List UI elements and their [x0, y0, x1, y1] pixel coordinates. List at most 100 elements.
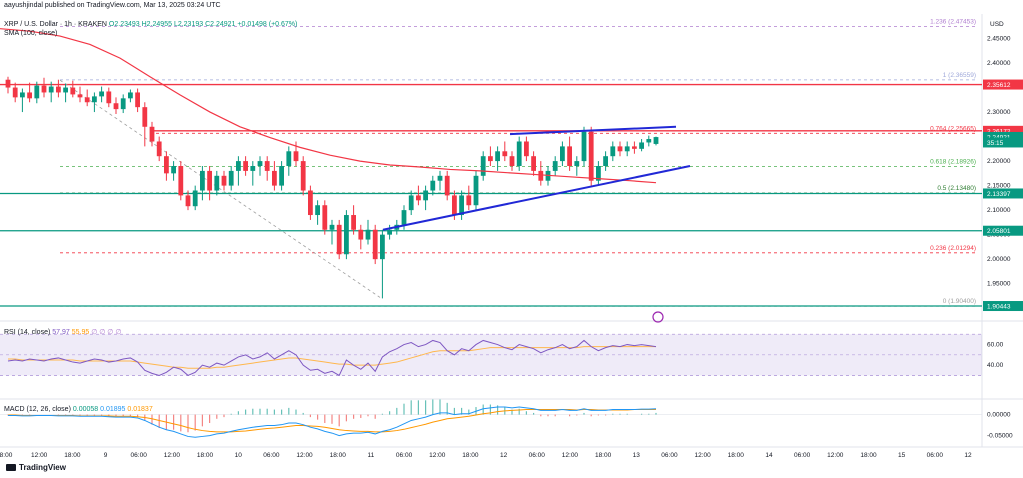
fib-anchor-line	[59, 79, 381, 298]
candle-body	[466, 195, 472, 206]
rsi-label: RSI (14, close)	[4, 329, 51, 336]
candle-body	[164, 156, 169, 174]
rsi-ma-value: 55.95	[71, 329, 90, 336]
macd-legend[interactable]: MACD (12, 26, close) 0.00058 0.01895 0.0…	[4, 406, 153, 413]
time-tick-label: 12:00	[827, 452, 844, 459]
fib-level-label: 0.5 (2.13480)	[937, 185, 976, 192]
candle-body	[185, 195, 191, 207]
rsi-legend[interactable]: RSI (14, close) 57.97 55.95 ∅ ∅ ∅ ∅	[4, 328, 121, 336]
fib-level-label: 1 (2.36559)	[943, 72, 976, 79]
bullish-trendline	[382, 165, 691, 231]
candle-body	[430, 180, 436, 191]
candle-body	[588, 131, 594, 181]
macd-line-value: 0.01895	[100, 406, 126, 413]
candle-body	[358, 229, 364, 240]
price-tick-label: 2.30000	[987, 109, 1011, 116]
time-tick-label: 13	[633, 452, 641, 459]
replay-icon	[652, 311, 664, 323]
price-tag-box	[983, 125, 1023, 136]
candle-body	[596, 166, 601, 181]
candle-body	[365, 229, 371, 240]
candle-body	[171, 166, 176, 174]
sma-100-line	[0, 28, 657, 184]
candle-body	[646, 139, 652, 143]
candle-body	[5, 79, 11, 88]
time-tick-label: 18:00	[64, 452, 81, 459]
candle-body	[516, 141, 522, 166]
publisher-line: aayushjindal published on TradingView.co…	[4, 2, 221, 9]
candle-body	[34, 85, 40, 99]
candle-body	[286, 151, 292, 166]
time-tick-label: 12:00	[429, 452, 446, 459]
resistance-trendline	[509, 125, 677, 136]
time-tick-label: 15	[898, 452, 906, 459]
price-tick-label: 2.15000	[987, 183, 1011, 190]
candle-body	[531, 156, 536, 171]
price-tick-label: 2.20000	[987, 158, 1011, 165]
candle-body	[279, 166, 284, 186]
ohlc-high: H2.24955	[141, 21, 172, 28]
candle-body	[63, 87, 68, 93]
price-tag-label: 2.26172	[987, 128, 1011, 135]
candle-body	[207, 170, 212, 191]
candle-body	[214, 175, 220, 191]
candle-body	[128, 92, 133, 99]
candle-body	[502, 151, 508, 157]
candle-body	[178, 166, 184, 196]
fib-level-label: 0.618 (2.18926)	[930, 158, 976, 165]
fib-level-label: 1.236 (2.47453)	[930, 18, 976, 25]
candle-body	[632, 146, 637, 149]
candle-body	[41, 85, 47, 93]
rsi-hidden-values: ∅ ∅ ∅ ∅	[91, 329, 122, 336]
time-tick-label: 9	[104, 452, 108, 459]
sma-legend[interactable]: SMA (100, close)	[4, 30, 58, 37]
time-tick-label: 14	[765, 452, 773, 459]
time-tick-label: 10	[235, 452, 243, 459]
rsi-tick-label: 60.00	[987, 342, 1004, 349]
time-tick-label: 06:00	[131, 452, 148, 459]
time-tick-label: 06:00	[661, 452, 678, 459]
candle-body	[27, 92, 32, 99]
tradingview-logo[interactable]: TradingView	[6, 463, 66, 472]
symbol-name[interactable]: XRP / U.S. Dollar · 1h · KRAKEN	[4, 21, 107, 28]
candle-body	[92, 96, 97, 103]
time-tick-label: 06:00	[396, 452, 413, 459]
ohlc-open: O2.23493	[108, 21, 140, 28]
time-tick-label: 06:00	[263, 452, 280, 459]
price-tag-box	[983, 131, 1023, 142]
price-tick-label: 2.10000	[987, 207, 1011, 214]
candle-body	[300, 161, 306, 191]
candle-body	[228, 170, 234, 186]
candle-body	[106, 91, 112, 104]
candle-body	[221, 175, 227, 186]
candle-body	[257, 161, 263, 166]
time-tick-label: 06:00	[927, 452, 944, 459]
symbol-header: XRP / U.S. Dollar · 1h · KRAKEN O2.23493…	[4, 21, 297, 28]
candle-body	[452, 195, 457, 216]
time-tick-label: 12:00	[296, 452, 313, 459]
macd-tick-label: 0.00000	[987, 412, 1011, 419]
candle-body	[408, 195, 414, 211]
candle-body	[142, 107, 148, 127]
fib-level-label: 0.236 (2.01294)	[930, 245, 976, 252]
candle-body	[329, 224, 335, 230]
candle-body	[156, 141, 162, 157]
time-tick-label: 12:00	[562, 452, 579, 459]
candle-body	[272, 170, 277, 186]
candle-body	[459, 195, 464, 216]
price-tag-box	[983, 137, 1023, 148]
candle-body	[236, 161, 241, 171]
candle-body	[387, 229, 392, 235]
fib-level-label: 0.764 (2.25665)	[930, 125, 976, 132]
candle-body	[639, 142, 644, 149]
rsi-line	[7, 339, 657, 377]
candle-body	[380, 234, 385, 260]
candle-body	[308, 190, 313, 216]
ohlc-close: C2.24921	[205, 21, 236, 28]
time-tick-label: 12	[964, 452, 972, 459]
price-tag-box	[983, 188, 1023, 199]
candle-body	[20, 92, 25, 98]
candle-body	[12, 87, 18, 98]
candle-body	[322, 205, 328, 230]
